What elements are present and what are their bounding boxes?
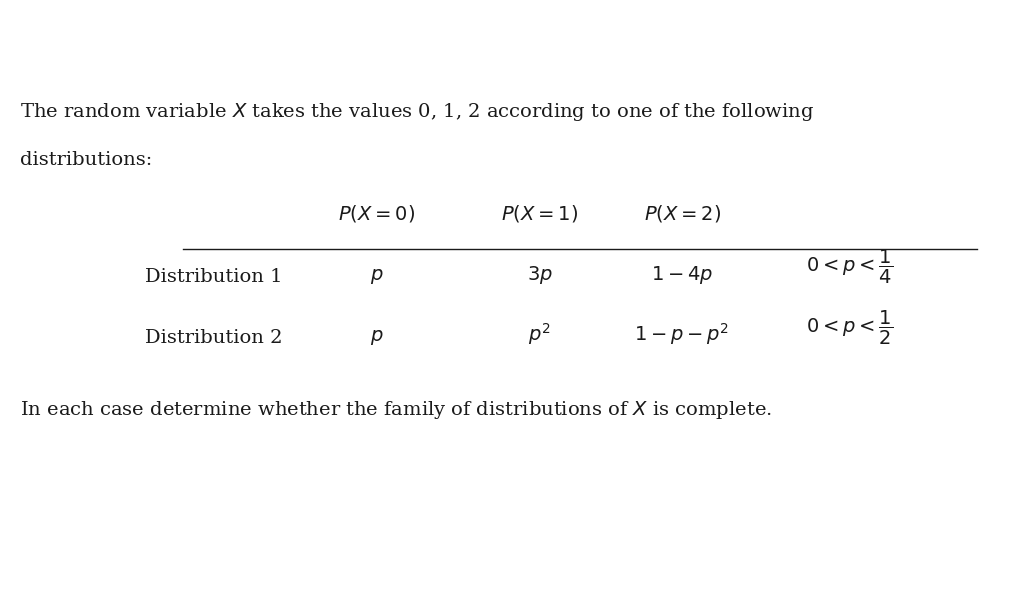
Text: $1-4p$: $1-4p$ xyxy=(651,263,713,286)
Text: In each case determine whether the family of distributions of $X$ is complete.: In each case determine whether the famil… xyxy=(21,398,772,421)
Text: $0<p<\dfrac{1}{4}$: $0<p<\dfrac{1}{4}$ xyxy=(806,247,894,286)
Text: Distribution 1: Distribution 1 xyxy=(145,268,282,286)
Text: $P(X=0)$: $P(X=0)$ xyxy=(338,203,415,224)
Text: $1-p-p^2$: $1-p-p^2$ xyxy=(634,321,729,347)
Text: $p$: $p$ xyxy=(370,328,383,347)
Text: $P(X=2)$: $P(X=2)$ xyxy=(644,203,721,224)
Text: $3p$: $3p$ xyxy=(526,263,552,286)
Text: Distribution 2: Distribution 2 xyxy=(145,329,282,347)
Text: $0<p<\dfrac{1}{2}$: $0<p<\dfrac{1}{2}$ xyxy=(806,309,894,347)
Text: distributions:: distributions: xyxy=(21,151,152,169)
Text: $p$: $p$ xyxy=(370,266,383,286)
Text: The random variable $X$ takes the values 0, 1, 2 according to one of the followi: The random variable $X$ takes the values… xyxy=(21,101,815,123)
Text: $p^2$: $p^2$ xyxy=(528,321,551,347)
Text: $P(X=1)$: $P(X=1)$ xyxy=(501,203,578,224)
